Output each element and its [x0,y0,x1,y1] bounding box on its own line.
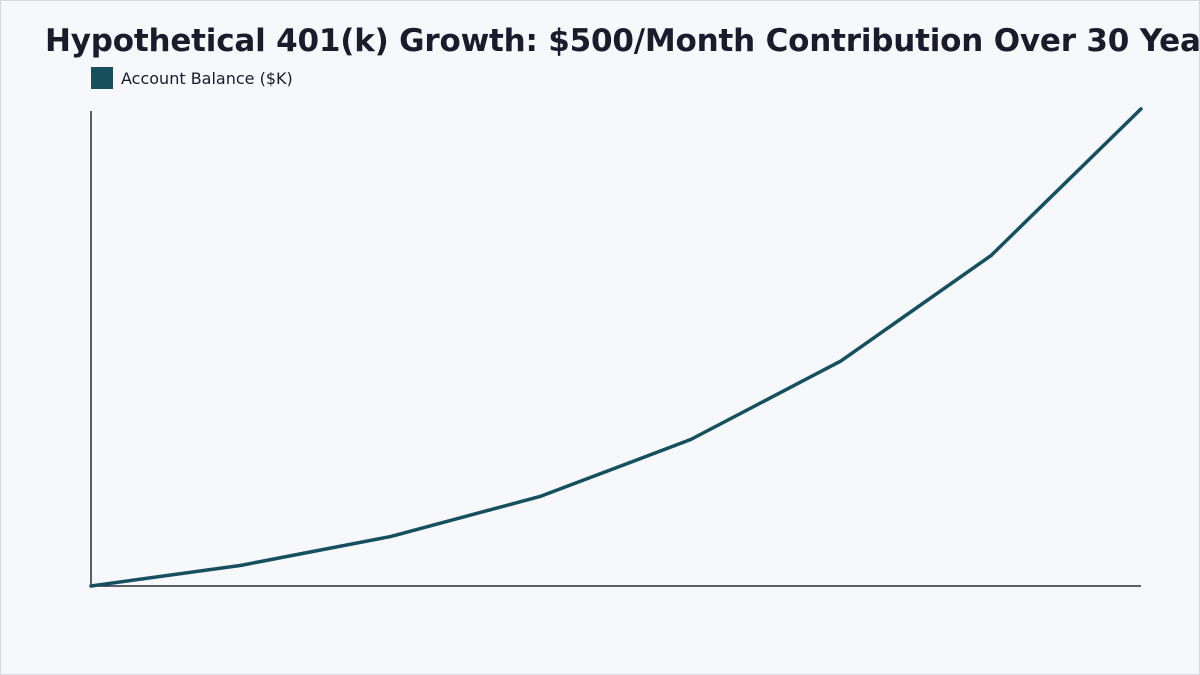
legend-swatch [91,67,113,89]
data-point-0-4 [689,437,693,441]
chart-legend: Account Balance ($K) [91,67,293,89]
legend-label: Account Balance ($K) [121,68,293,88]
data-point-0-3 [539,494,543,498]
data-point-0-5 [839,359,843,363]
data-point-0-1 [239,563,243,567]
chart-title: Hypothetical 401(k) Growth: $500/Month C… [45,23,1200,59]
series-layer [89,107,1143,588]
data-point-0-7 [1139,107,1143,111]
data-point-0-0 [89,584,93,588]
data-point-0-6 [989,254,993,258]
series-line-0 [89,107,1143,588]
data-point-0-2 [389,534,393,538]
